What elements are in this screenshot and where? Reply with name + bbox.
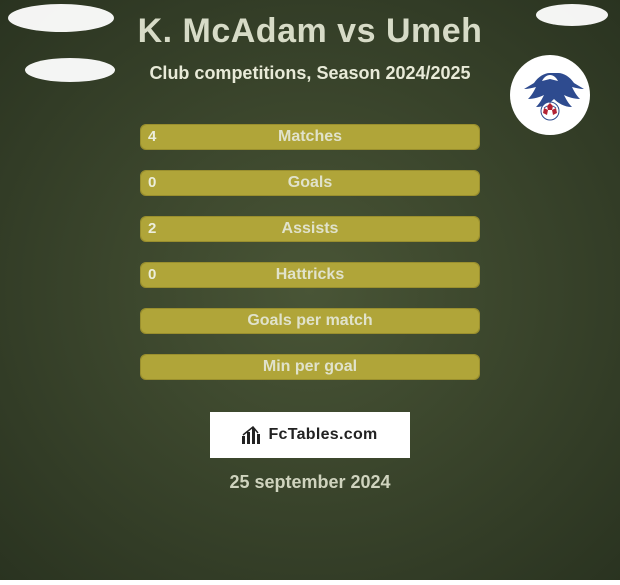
comparison-chart: 4Matches0Goals2Assists0HattricksGoals pe… — [0, 124, 620, 400]
stat-row: Min per goal — [0, 354, 620, 400]
stat-row: 0Goals — [0, 170, 620, 216]
player-left-marker-1 — [8, 4, 114, 32]
player-left-name: K. McAdam — [138, 12, 328, 50]
bar-label: Matches — [140, 124, 480, 150]
stat-row: 0Hattricks — [0, 262, 620, 308]
brand-badge: FcTables.com — [210, 412, 410, 458]
bar-chart-icon — [242, 426, 262, 444]
club-crest-right — [510, 55, 590, 135]
bar-label: Goals per match — [140, 308, 480, 334]
footer-date: 25 september 2024 — [0, 472, 620, 493]
content-root: K. McAdam vs Umeh Club competitions, Sea… — [0, 0, 620, 580]
vs-text: vs — [337, 12, 376, 50]
bar-label: Hattricks — [140, 262, 480, 288]
brand-text: FcTables.com — [268, 426, 377, 444]
bar-label: Assists — [140, 216, 480, 242]
eagle-crest-icon — [514, 59, 586, 131]
bar-label: Goals — [140, 170, 480, 196]
stat-row: 2Assists — [0, 216, 620, 262]
stat-row: 4Matches — [0, 124, 620, 170]
player-left-marker-2 — [25, 58, 115, 82]
player-right-name: Umeh — [386, 12, 482, 50]
bar-rows: 4Matches0Goals2Assists0HattricksGoals pe… — [0, 124, 620, 400]
player-right-marker — [536, 4, 608, 26]
stat-row: Goals per match — [0, 308, 620, 354]
bar-label: Min per goal — [140, 354, 480, 380]
